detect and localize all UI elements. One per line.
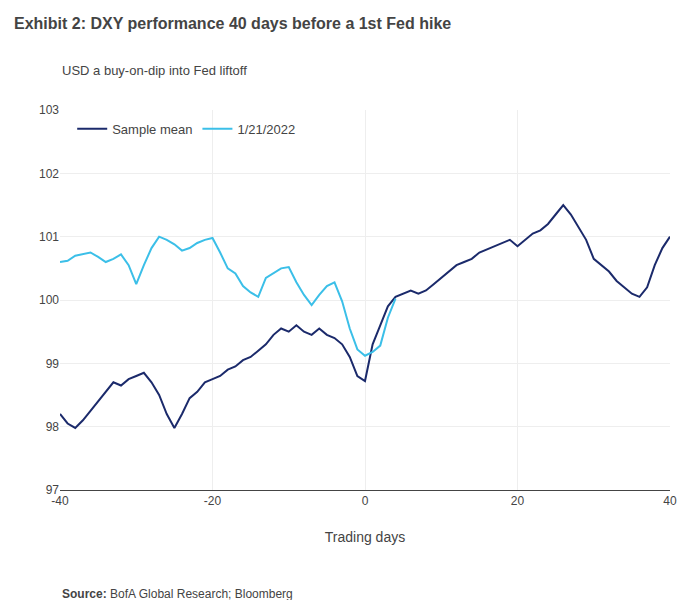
svg-text:Trading days: Trading days: [325, 529, 405, 545]
svg-text:-20: -20: [204, 494, 222, 508]
svg-text:100: 100: [39, 293, 59, 307]
svg-text:1/21/2022: 1/21/2022: [237, 122, 295, 137]
svg-text:101: 101: [39, 230, 59, 244]
svg-text:97: 97: [46, 483, 60, 497]
svg-text:99: 99: [46, 357, 60, 371]
svg-text:Exhibit 2: DXY performance 40: Exhibit 2: DXY performance 40 days befor…: [14, 15, 451, 32]
svg-text:20: 20: [511, 494, 525, 508]
svg-text:40: 40: [663, 494, 677, 508]
svg-text:Source: BofA Global Research;: Source: BofA Global Research; Bloomberg: [62, 587, 293, 600]
svg-text:0: 0: [362, 494, 369, 508]
svg-text:103: 103: [39, 103, 59, 117]
svg-text:-40: -40: [51, 494, 69, 508]
svg-text:102: 102: [39, 167, 59, 181]
svg-text:98: 98: [46, 420, 60, 434]
svg-text:USD a buy-on-dip into Fed lift: USD a buy-on-dip into Fed liftoff: [62, 63, 247, 78]
svg-text:Sample mean: Sample mean: [112, 122, 192, 137]
